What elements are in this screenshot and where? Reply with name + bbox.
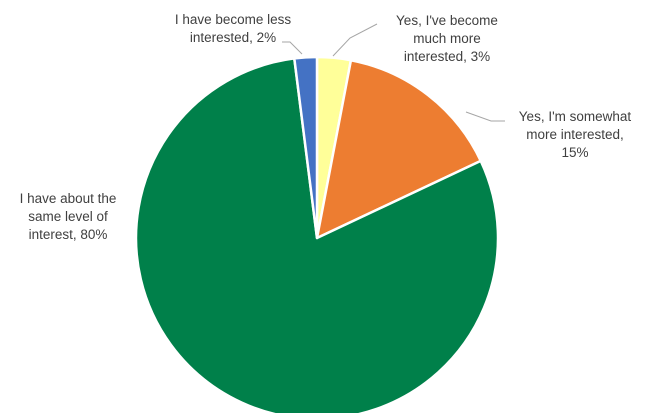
slice-label-0-line-0: Yes, I've become xyxy=(396,13,498,28)
slice-label-1-line-1: more interested, xyxy=(526,127,624,142)
slice-label-2-line-0: I have about the xyxy=(20,191,117,206)
slice-label-0: Yes, I've become much more interested, 3% xyxy=(396,13,498,64)
slice-label-3: I have become less interested, 2% xyxy=(175,12,292,45)
slice-label-0-line-1: much more xyxy=(413,31,481,46)
slice-label-1-line-2: 15% xyxy=(561,145,588,160)
leader-line-1 xyxy=(465,111,505,122)
slice-label-2-line-1: same level of xyxy=(28,209,108,224)
slice-label-3-line-0: I have become less xyxy=(175,12,292,27)
slice-label-0-line-2: interested, 3% xyxy=(404,49,490,64)
slice-label-3-line-1: interested, 2% xyxy=(190,30,276,45)
slice-label-1: Yes, I'm somewhat more interested, 15% xyxy=(519,109,632,160)
leader-line-0 xyxy=(332,23,378,57)
pie-slice-1 xyxy=(315,58,483,240)
slice-label-2: I have about the same level of interest, 8… xyxy=(20,191,117,242)
pie-slices xyxy=(134,55,500,413)
pie-slice-3 xyxy=(293,55,319,240)
slice-labels: Yes, I've become much more interested, 3%Y… xyxy=(20,12,632,242)
pie-slice-2 xyxy=(134,57,500,413)
slice-label-2-line-2: interest, 80% xyxy=(29,227,108,242)
leader-line-3 xyxy=(282,41,303,55)
leader-lines xyxy=(282,23,505,122)
slice-label-1-line-0: Yes, I'm somewhat xyxy=(519,109,632,124)
